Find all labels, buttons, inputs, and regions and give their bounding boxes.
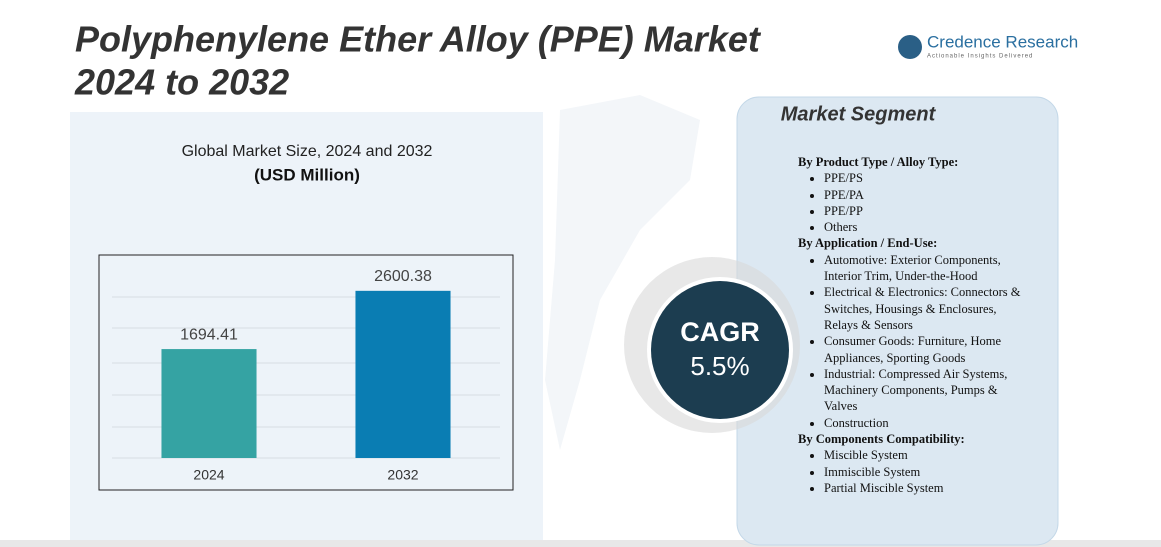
cagr-circle <box>651 281 789 419</box>
logo: Credence Research <box>927 32 1078 51</box>
bar <box>161 349 257 458</box>
chart-subtitle: (USD Million) <box>254 165 360 184</box>
segment-item: Industrial: Compressed Air Systems, Mach… <box>824 366 1023 415</box>
map-shape <box>545 95 700 450</box>
title: 2024 to 2032 <box>74 62 289 103</box>
x-tick-label: 2024 <box>193 467 224 483</box>
segment-item: Partial Miscible System <box>824 480 1023 496</box>
chart-title: Global Market Size, 2024 and 2032 <box>182 143 433 160</box>
segment-item: Others <box>824 219 1023 235</box>
segment-item: Immiscible System <box>824 464 1023 480</box>
chart-panel <box>70 112 543 540</box>
segment-item: PPE/PS <box>824 170 1023 186</box>
segment-items: PPE/PSPPE/PAPPE/PPOthers <box>798 170 1023 235</box>
segment-items: Automotive: Exterior Components, Interio… <box>798 252 1023 431</box>
bar <box>355 290 451 458</box>
segment-item: Automotive: Exterior Components, Interio… <box>824 252 1023 285</box>
value-label: 1694.41 <box>180 326 238 343</box>
segment-heading: By Product Type / Alloy Type: <box>798 155 959 169</box>
segment-heading: By Application / End-Use: <box>798 236 938 251</box>
segment-item: Miscible System <box>824 447 1023 463</box>
segment-heading: By Components Compatibility: <box>798 432 965 447</box>
tagline: Actionable Insights Delivered <box>927 54 1033 60</box>
segment-item: PPE/PP <box>824 203 1023 219</box>
title: Polyphenylene Ether Alloy (PPE) Market <box>75 19 762 60</box>
cagr-value: 5.5% <box>690 351 749 381</box>
value-label: 2600.38 <box>374 268 432 285</box>
segment-item: PPE/PA <box>824 187 1023 203</box>
logo-icon <box>898 35 922 59</box>
segment-item: Electrical & Electronics: Connectors & S… <box>824 284 1023 333</box>
footer-bar <box>0 540 1161 547</box>
segment-item: Consumer Goods: Furniture, Home Applianc… <box>824 333 1023 366</box>
segment-item: Construction <box>824 415 1023 431</box>
chart-frame <box>98 254 514 491</box>
segment-list: By Product Type / Alloy Type:PPE/PSPPE/P… <box>798 154 1023 496</box>
segment-title: Market Segment <box>781 103 937 125</box>
segment-items: Miscible SystemImmiscible SystemPartial … <box>798 447 1023 496</box>
cagr-label: CAGR <box>680 317 760 347</box>
x-tick-label: 2032 <box>387 467 418 483</box>
